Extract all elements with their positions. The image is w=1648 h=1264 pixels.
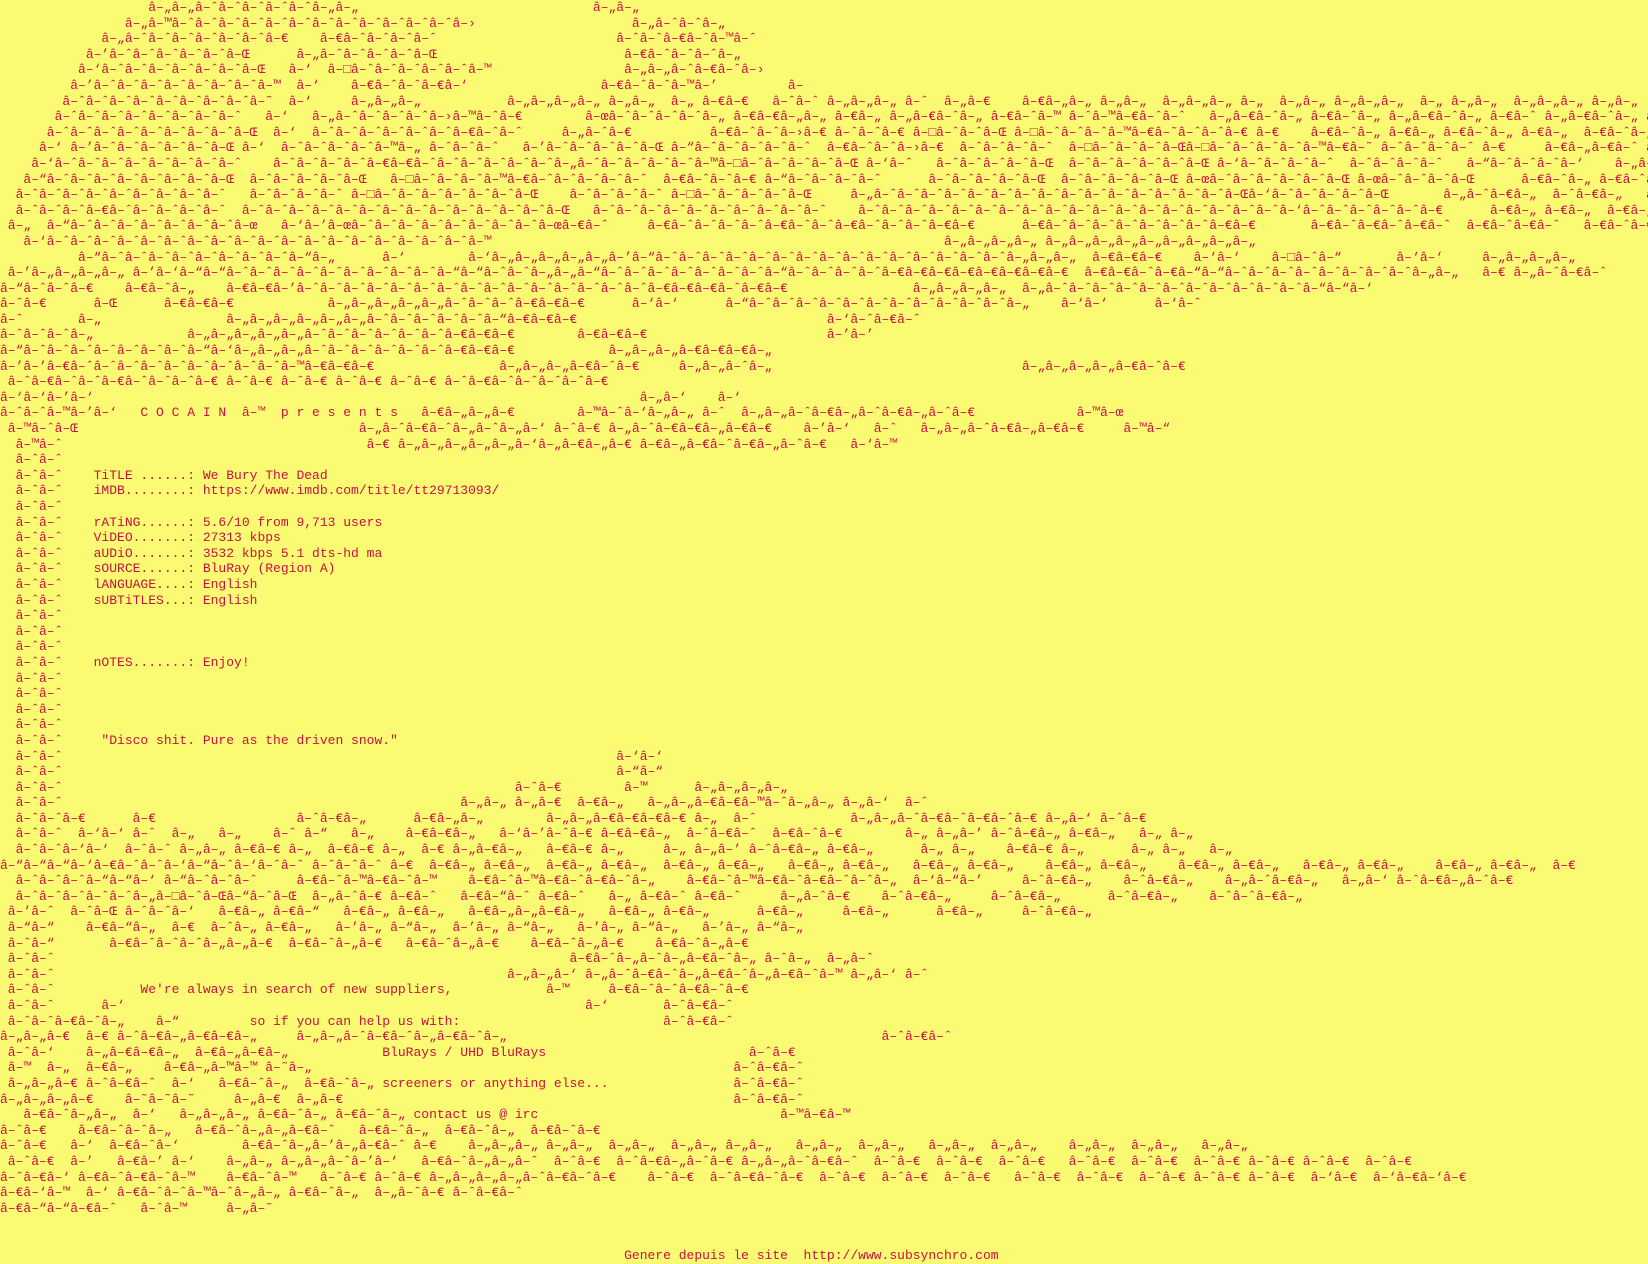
nfo-text: â–„â–„â–ˆâ–ˆâ–ˆâ–ˆâ–ˆâ–„â–„ â–„â–„ â–„â–… [0, 0, 1648, 1263]
nfo-page: â–„â–„â–ˆâ–ˆâ–ˆâ–ˆâ–ˆâ–„â–„ â–„â–„ â–„â–… [0, 0, 1648, 1264]
